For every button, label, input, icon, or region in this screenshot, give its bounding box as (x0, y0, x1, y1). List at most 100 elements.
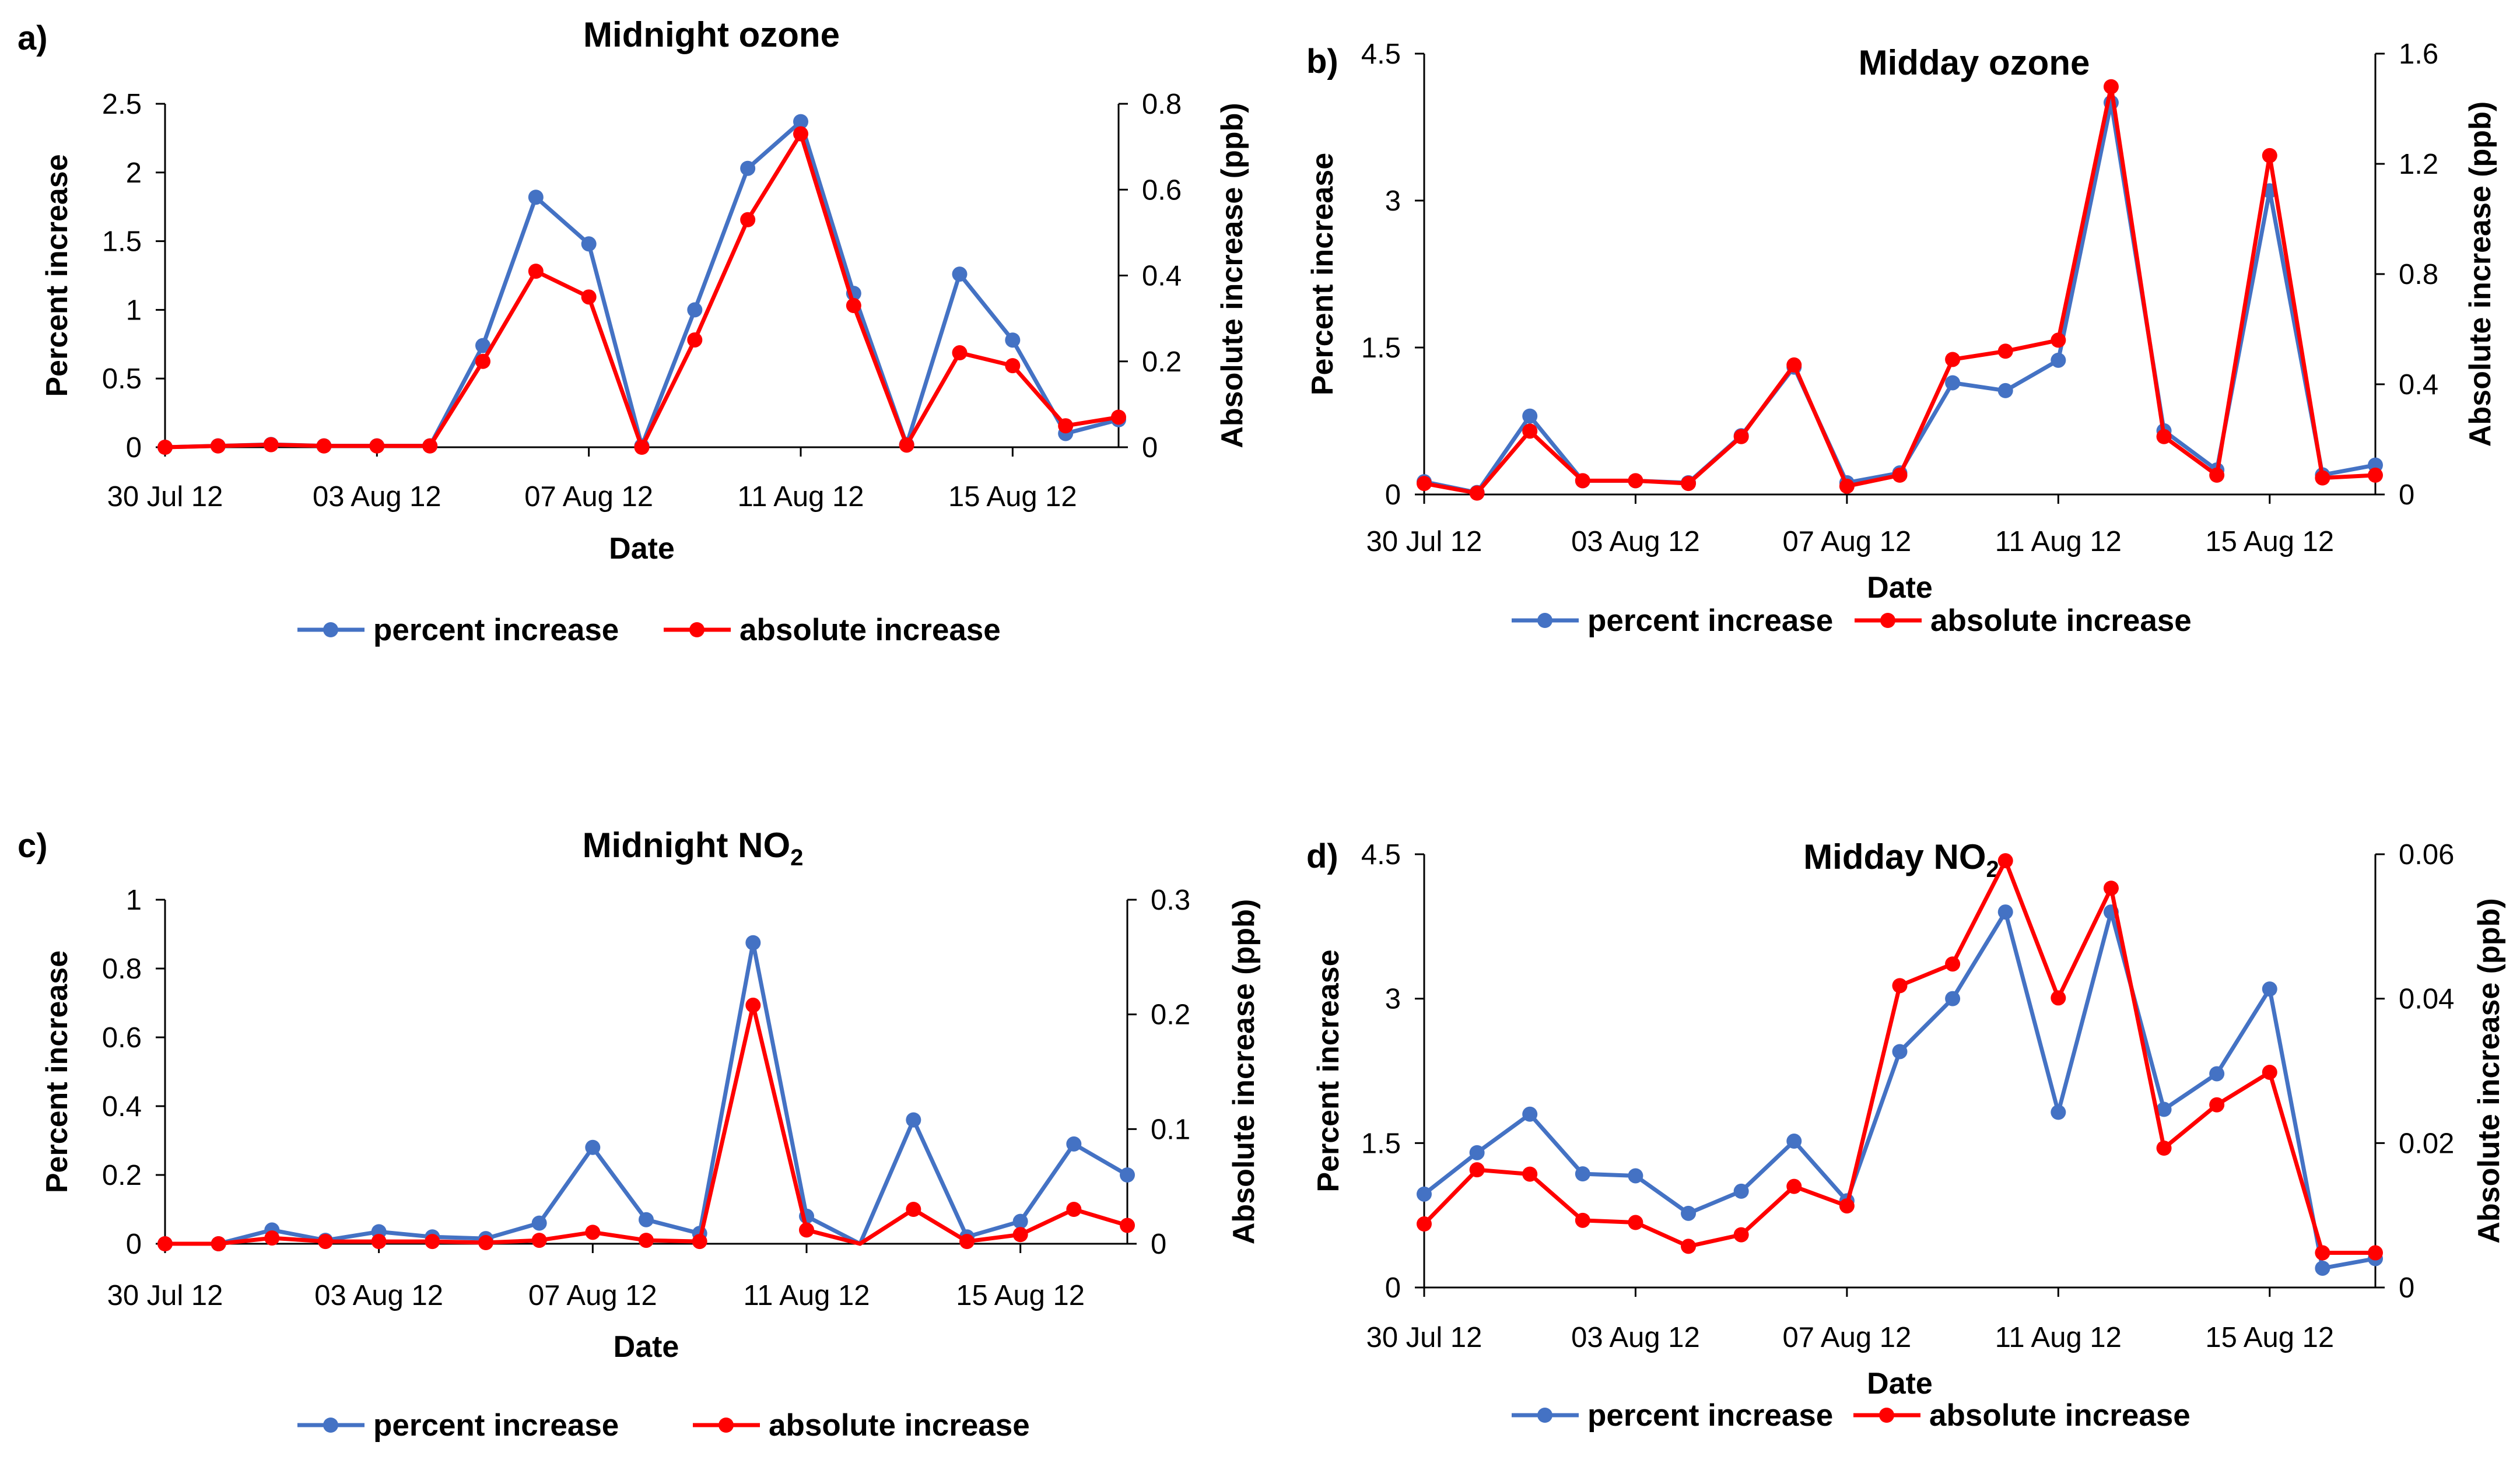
data-point (740, 160, 756, 176)
chart-title: Midnight ozone (583, 15, 840, 54)
legend-percent-label: percent increase (1587, 1398, 1833, 1433)
data-point (1733, 1227, 1749, 1243)
data-point (1733, 429, 1749, 444)
chart-panel-3: c) Midnight NO2 0 0.2 0.4 0.6 0.8 1 0 0.1 0.2 0.3 30… (17, 826, 1261, 1443)
data-point (1945, 956, 1961, 972)
data-point (1575, 1166, 1590, 1182)
x-tick-label: 03 Aug 12 (1571, 1322, 1700, 1353)
chart-title-subscript: 2 (790, 845, 803, 871)
data-point (263, 437, 279, 452)
data-point (2051, 332, 2066, 348)
x-tick-label: 03 Aug 12 (314, 1280, 443, 1311)
series-line (1424, 100, 2376, 495)
data-point (2156, 1141, 2172, 1156)
data-point (1786, 1134, 1802, 1149)
data-point (1120, 1218, 1135, 1233)
series-absolute-increase (157, 126, 1126, 455)
series-line (165, 941, 1128, 1246)
series-line (1422, 910, 2376, 1271)
legend: percent increase absolute increase (297, 1408, 1030, 1443)
data-point (425, 1234, 440, 1250)
x-tick-label: 30 Jul 12 (107, 481, 223, 513)
data-point (740, 212, 756, 227)
data-point (475, 353, 490, 369)
data-point (906, 1202, 921, 1217)
data-point (1892, 467, 1908, 483)
chart-title-text: Midnight NO (583, 826, 791, 865)
x-axis-label: Date (1867, 1367, 1933, 1401)
y-axis-label: Percent increase (1306, 153, 1340, 395)
x-tick-label: 07 Aug 12 (1783, 526, 1912, 557)
data-point (1417, 1186, 1432, 1202)
chart-title: Midnight NO2 (583, 826, 804, 871)
x-tick-label: 07 Aug 12 (528, 1280, 657, 1311)
data-point (1522, 1166, 1538, 1182)
legend-percent-label: percent increase (1587, 604, 1833, 638)
y-tick-label: 0 (126, 432, 142, 464)
chart-title-text: Midnight ozone (583, 15, 840, 54)
data-point (264, 1230, 280, 1246)
x-tick-label: 30 Jul 12 (1366, 1322, 1482, 1353)
x-tick-label: 07 Aug 12 (1783, 1322, 1912, 1353)
data-point (157, 440, 173, 455)
y2-tick-label: 0.2 (1151, 999, 1190, 1031)
y-tick-label: 4.5 (1361, 38, 1401, 70)
data-point (1522, 1106, 1538, 1122)
data-point (1997, 343, 2013, 359)
data-point (1120, 1167, 1135, 1183)
data-point (475, 338, 490, 353)
data-point (371, 1234, 387, 1250)
data-point (634, 440, 650, 455)
data-point (799, 1222, 814, 1238)
data-point (1945, 991, 1961, 1006)
y2-tick-label: 0.8 (2399, 259, 2438, 290)
data-point (1945, 352, 1961, 367)
data-point (2103, 79, 2119, 94)
x-tick-label: 11 Aug 12 (743, 1280, 870, 1311)
y2-tick-label: 0.3 (1151, 885, 1190, 916)
y2-tick-label: 0 (1151, 1229, 1166, 1260)
x-tick-label: 11 Aug 12 (1995, 526, 2122, 557)
legend: percent increase absolute increase (1512, 1398, 2190, 1433)
panel-label: c) (17, 827, 48, 865)
chart-title-text: Midday ozone (1859, 43, 2090, 82)
y-tick-label: 4.5 (1361, 839, 1401, 871)
y-tick-label: 0 (1385, 479, 1401, 511)
data-point (478, 1235, 493, 1251)
data-point (2156, 429, 2172, 444)
series-line (164, 120, 1119, 450)
data-point (1066, 1202, 1082, 1217)
data-point (639, 1212, 654, 1227)
data-point (899, 437, 914, 453)
data-point (2051, 352, 2066, 368)
data-point (1058, 418, 1074, 434)
y-tick-label: 1 (126, 294, 142, 326)
data-point (1522, 423, 1538, 439)
y-tick-label: 1.5 (102, 226, 142, 258)
data-point (2156, 1101, 2172, 1117)
series-percent-increase (157, 935, 1135, 1251)
data-point (692, 1234, 707, 1250)
y2-tick-label: 0.2 (1142, 346, 1182, 378)
data-point (745, 935, 761, 950)
y2-tick-label: 0.8 (1142, 89, 1182, 120)
data-point (1575, 1212, 1590, 1228)
legend-absolute-swatch-marker (1880, 613, 1895, 628)
legend-percent-swatch-marker (323, 1418, 338, 1433)
chart-panel-1: a) Midnight ozone 0 0.5 1 1.5 2 2.5 0 0.2 0.4 0.6 0.… (17, 15, 1249, 647)
data-point (1575, 473, 1590, 489)
y-tick-label: 0.8 (102, 953, 142, 985)
data-point (2051, 1104, 2066, 1120)
y-tick-label: 0 (1385, 1272, 1401, 1304)
data-point (2368, 1245, 2383, 1261)
data-point (2262, 148, 2277, 163)
data-point (1417, 1216, 1432, 1232)
data-point (157, 1236, 173, 1251)
data-point (2368, 467, 2383, 483)
data-point (1786, 1178, 1802, 1194)
x-tick-label: 03 Aug 12 (1571, 526, 1700, 557)
y2-tick-label: 0 (2399, 479, 2414, 511)
x-tick-label: 15 Aug 12 (2205, 1322, 2334, 1353)
legend-absolute-label: absolute increase (1930, 604, 2192, 638)
y-tick-label: 0.6 (102, 1022, 142, 1054)
